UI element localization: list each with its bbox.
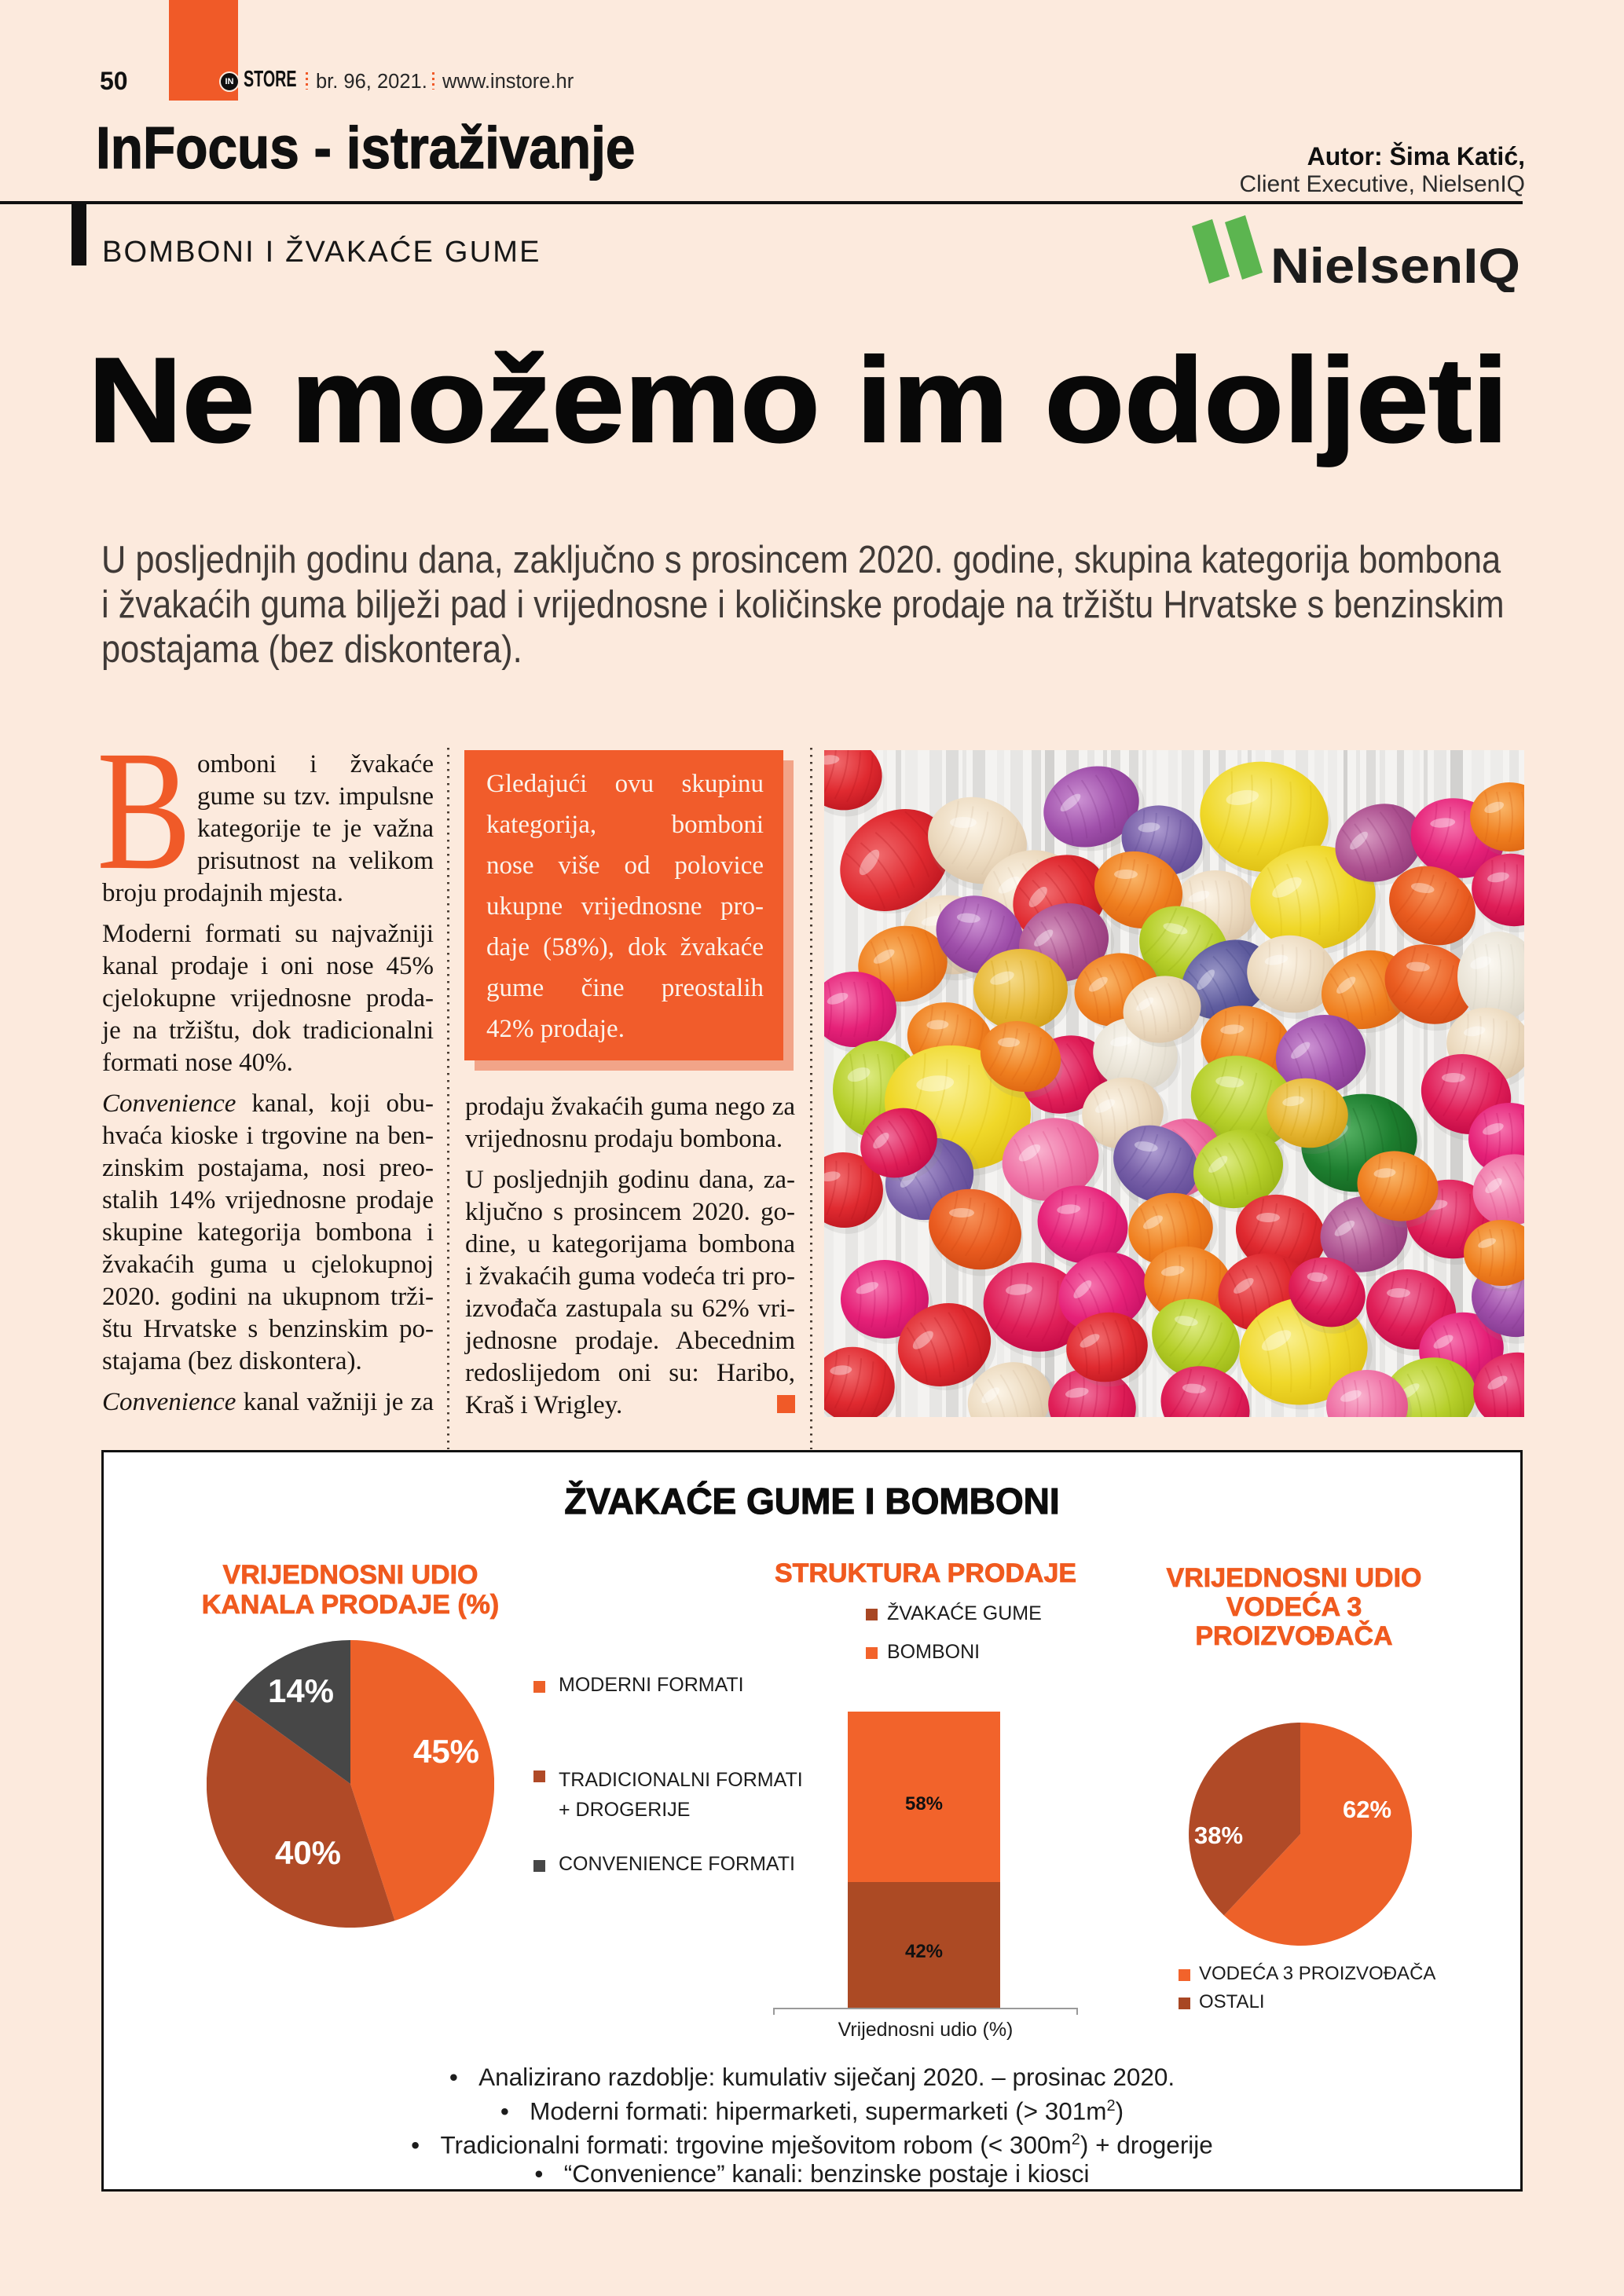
svg-text:NielsenIQ: NielsenIQ — [1270, 239, 1520, 292]
